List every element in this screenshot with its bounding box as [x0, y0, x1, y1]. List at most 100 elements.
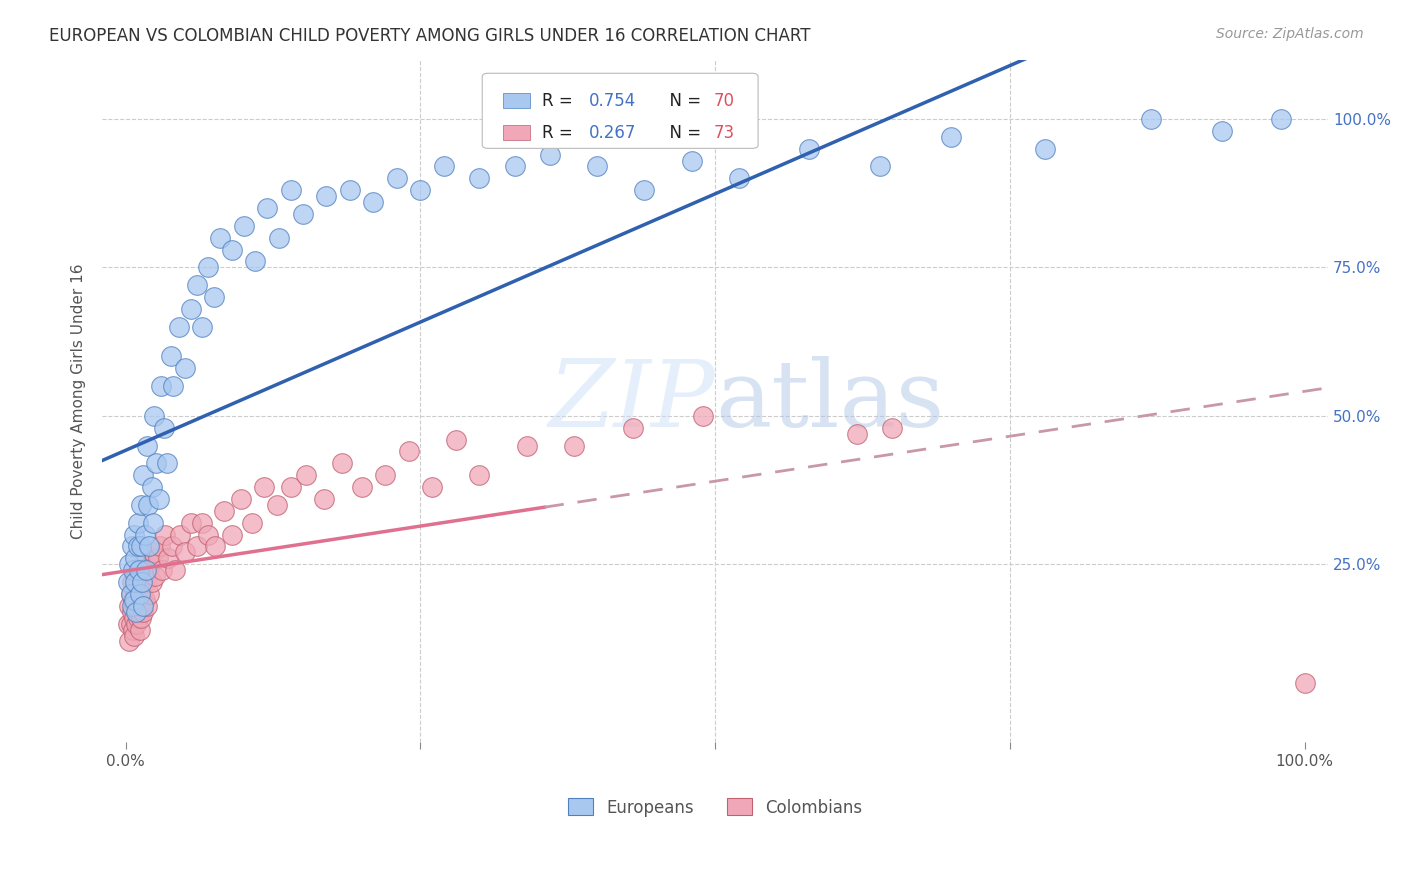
Point	[280, 183, 302, 197]
Point	[869, 160, 891, 174]
Point	[117, 575, 139, 590]
Point	[122, 611, 145, 625]
Point	[121, 563, 143, 577]
Point	[202, 290, 225, 304]
Point	[420, 480, 443, 494]
Point	[125, 616, 148, 631]
Point	[398, 444, 420, 458]
Point	[136, 438, 159, 452]
Point	[124, 569, 146, 583]
Point	[880, 421, 903, 435]
Point	[363, 195, 385, 210]
Point	[692, 409, 714, 423]
Point	[165, 563, 187, 577]
Point	[180, 516, 202, 530]
Point	[121, 623, 143, 637]
Point	[444, 433, 467, 447]
Text: 73: 73	[714, 124, 735, 142]
Point	[339, 183, 361, 197]
Point	[129, 623, 152, 637]
Point	[162, 379, 184, 393]
Point	[385, 171, 408, 186]
Point	[117, 616, 139, 631]
Point	[180, 301, 202, 316]
Point	[122, 629, 145, 643]
Point	[118, 558, 141, 572]
Point	[503, 160, 526, 174]
Point	[468, 171, 491, 186]
Point	[136, 599, 159, 613]
FancyBboxPatch shape	[503, 93, 530, 108]
Point	[291, 207, 314, 221]
Point	[138, 587, 160, 601]
Point	[152, 421, 174, 435]
Point	[125, 605, 148, 619]
Point	[132, 599, 155, 613]
Text: 0.267: 0.267	[589, 124, 637, 142]
Point	[186, 540, 208, 554]
Point	[118, 599, 141, 613]
Text: EUROPEAN VS COLOMBIAN CHILD POVERTY AMONG GIRLS UNDER 16 CORRELATION CHART: EUROPEAN VS COLOMBIAN CHILD POVERTY AMON…	[49, 27, 811, 45]
Text: atlas: atlas	[716, 356, 945, 446]
Point	[134, 593, 156, 607]
Point	[727, 171, 749, 186]
Point	[120, 587, 142, 601]
Point	[121, 540, 143, 554]
Point	[516, 438, 538, 452]
Point	[141, 575, 163, 590]
Point	[132, 605, 155, 619]
Point	[1211, 124, 1233, 138]
Point	[127, 540, 149, 554]
Point	[142, 545, 165, 559]
Point	[120, 616, 142, 631]
Point	[280, 480, 302, 494]
Point	[156, 456, 179, 470]
Point	[799, 142, 821, 156]
Point	[150, 379, 173, 393]
Point	[143, 569, 166, 583]
Point	[240, 516, 263, 530]
Point	[121, 605, 143, 619]
Text: Source: ZipAtlas.com: Source: ZipAtlas.com	[1216, 27, 1364, 41]
Point	[129, 611, 152, 625]
Point	[330, 456, 353, 470]
Point	[132, 558, 155, 572]
Point	[128, 605, 150, 619]
Point	[129, 599, 152, 613]
Point	[173, 545, 195, 559]
Point	[232, 219, 254, 233]
Point	[186, 278, 208, 293]
Point	[143, 409, 166, 423]
Point	[150, 563, 173, 577]
Legend: Europeans, Colombians: Europeans, Colombians	[561, 792, 869, 823]
Point	[1140, 112, 1163, 126]
Point	[142, 516, 165, 530]
Point	[128, 563, 150, 577]
Point	[204, 540, 226, 554]
Point	[128, 563, 150, 577]
Point	[121, 593, 143, 607]
Point	[131, 575, 153, 590]
Point	[1033, 142, 1056, 156]
Point	[633, 183, 655, 197]
Point	[253, 480, 276, 494]
Point	[135, 563, 157, 577]
Point	[1270, 112, 1292, 126]
Point	[621, 421, 644, 435]
Point	[124, 551, 146, 566]
Point	[153, 527, 176, 541]
Point	[135, 575, 157, 590]
Point	[167, 319, 190, 334]
Text: 70: 70	[714, 92, 735, 110]
Point	[159, 350, 181, 364]
FancyBboxPatch shape	[503, 125, 530, 140]
Point	[315, 189, 337, 203]
Point	[132, 468, 155, 483]
Point	[157, 551, 180, 566]
Point	[141, 480, 163, 494]
Point	[138, 540, 160, 554]
Point	[127, 516, 149, 530]
Text: ZIP: ZIP	[548, 356, 716, 446]
Point	[136, 498, 159, 512]
Point	[212, 504, 235, 518]
